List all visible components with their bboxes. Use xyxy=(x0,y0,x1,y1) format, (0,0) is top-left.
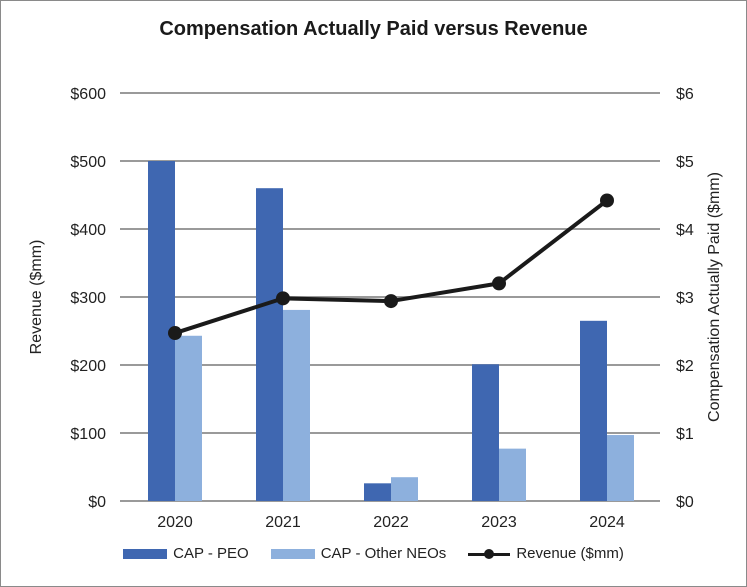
y-left-tick-label: $100 xyxy=(70,426,106,443)
x-tick-label: 2022 xyxy=(373,514,409,531)
legend-swatch-revenue xyxy=(468,548,511,559)
x-tick-label: 2024 xyxy=(589,514,625,531)
legend-item-cap-other-neos: CAP - Other NEOs xyxy=(270,545,447,562)
y-left-tick-label: $0 xyxy=(88,494,106,511)
legend-label: CAP - Other NEOs xyxy=(320,545,447,562)
y-right-tick-label: $3 xyxy=(676,290,694,307)
legend-item-revenue: Revenue ($mm) xyxy=(468,545,624,562)
bar-cap-other-neos-2021 xyxy=(283,309,310,501)
bar-cap-other-neos-2024 xyxy=(607,435,634,501)
y-left-tick-label: $600 xyxy=(70,86,106,103)
y-left-tick-label: $300 xyxy=(70,290,106,307)
revenue-point-2021 xyxy=(276,291,290,306)
y-right-tick-label: $2 xyxy=(676,358,694,375)
legend-item-cap-peo: CAP - PEO xyxy=(123,545,249,562)
bar-cap-other-neos-2022 xyxy=(391,477,418,501)
legend-label: Revenue ($mm) xyxy=(516,545,624,562)
revenue-point-2024 xyxy=(600,193,614,208)
revenue-point-2022 xyxy=(384,294,398,309)
chart-title: Compensation Actually Paid versus Revenu… xyxy=(159,18,588,40)
bar-cap-peo-2021 xyxy=(256,188,283,501)
y-right-tick-label: $6 xyxy=(676,86,694,103)
y-right-tick-label: $4 xyxy=(676,222,694,239)
bar-cap-other-neos-2023 xyxy=(499,448,526,501)
y-left-axis-label: Revenue ($mm) xyxy=(28,240,45,355)
y-right-tick-label: $0 xyxy=(676,494,694,511)
y-left-tick-label: $500 xyxy=(70,154,106,171)
y-right-tick-label: $5 xyxy=(676,154,694,171)
bar-cap-peo-2022 xyxy=(364,483,391,501)
revenue-point-2023 xyxy=(492,276,506,291)
y-right-axis-label: Compensation Actually Paid ($mm) xyxy=(706,172,723,422)
legend-label: CAP - PEO xyxy=(173,545,249,562)
bar-cap-peo-2023 xyxy=(472,364,499,501)
legend-swatch-cap-other-neos xyxy=(270,548,315,559)
revenue-point-2020 xyxy=(168,326,182,341)
legend: CAP - PEO CAP - Other NEOs Revenue ($mm) xyxy=(0,545,747,562)
y-right-tick-label: $1 xyxy=(676,426,694,443)
revenue-line xyxy=(174,198,609,335)
y-left-tick-label: $400 xyxy=(70,222,106,239)
x-tick-label: 2023 xyxy=(481,514,517,531)
bar-cap-peo-2024 xyxy=(580,320,607,501)
x-tick-label: 2020 xyxy=(157,514,193,531)
legend-swatch-cap-peo xyxy=(123,548,168,559)
x-tick-label: 2021 xyxy=(265,514,301,531)
bar-cap-other-neos-2020 xyxy=(175,335,202,501)
y-left-tick-label: $200 xyxy=(70,358,106,375)
